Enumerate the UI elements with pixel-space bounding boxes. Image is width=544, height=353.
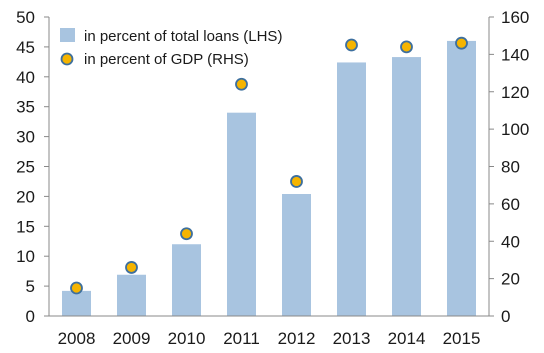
left-tick-label: 50 (16, 8, 35, 27)
bars-group (62, 40, 476, 317)
x-tick-label: 2011 (223, 329, 260, 348)
left-axis: 0 5 10 15 20 25 30 35 40 45 50 (16, 8, 50, 326)
bar-2010 (172, 244, 201, 316)
marker-2015 (455, 36, 468, 50)
markers-group (70, 36, 468, 295)
marker-2014 (400, 40, 413, 54)
x-tick-label: 2012 (278, 329, 316, 348)
left-tick-label: 10 (16, 247, 35, 266)
marker-2013 (345, 38, 358, 52)
right-tick-label: 160 (501, 8, 529, 27)
left-tick-label: 35 (16, 98, 35, 117)
left-tick-label: 40 (16, 68, 35, 87)
x-tick-label: 2010 (168, 329, 206, 348)
x-tick-label: 2014 (388, 329, 426, 348)
left-tick-label: 45 (16, 38, 35, 57)
x-tick-label: 2013 (333, 329, 371, 348)
right-tick-label: 100 (501, 120, 529, 139)
bar-2012 (282, 194, 311, 316)
left-tick-label: 0 (26, 307, 35, 326)
right-tick-label: 140 (501, 45, 529, 64)
bar-2009 (117, 274, 146, 316)
bar-2015 (447, 40, 476, 317)
bar-2008 (62, 290, 91, 316)
right-axis: 0 20 40 60 80 100 120 140 160 (488, 8, 529, 326)
left-tick-label: 15 (16, 217, 35, 236)
marker-2012 (290, 175, 303, 188)
left-tick-label: 30 (16, 128, 35, 147)
x-axis: 2008 2009 2010 2011 2012 2013 2014 2015 (49, 315, 489, 348)
bar-2014 (392, 57, 421, 316)
x-tick-label: 2015 (443, 329, 481, 348)
right-tick-label: 120 (501, 83, 529, 102)
marker-2008 (70, 281, 83, 295)
marker-2011 (235, 77, 248, 91)
x-tick-label: 2008 (58, 329, 96, 348)
right-tick-label: 60 (501, 195, 520, 214)
left-tick-label: 25 (16, 158, 35, 177)
right-tick-label: 20 (501, 270, 520, 289)
right-tick-label: 0 (501, 307, 510, 326)
legend-marker-swatch (60, 52, 74, 66)
right-tick-label: 80 (501, 158, 520, 177)
legend: in percent of total loans (LHS) in perce… (60, 28, 282, 68)
x-tick-label: 2009 (113, 329, 151, 348)
legend-bar-swatch (60, 28, 75, 42)
left-tick-label: 5 (26, 277, 35, 296)
right-tick-label: 40 (501, 232, 520, 251)
legend-bar-label: in percent of total loans (LHS) (84, 28, 282, 45)
left-tick-label: 20 (16, 187, 35, 206)
marker-2010 (180, 227, 193, 241)
bar-2011 (227, 112, 256, 317)
legend-marker-label: in percent of GDP (RHS) (84, 51, 249, 68)
marker-2009 (125, 261, 138, 274)
bar-2013 (337, 62, 366, 317)
